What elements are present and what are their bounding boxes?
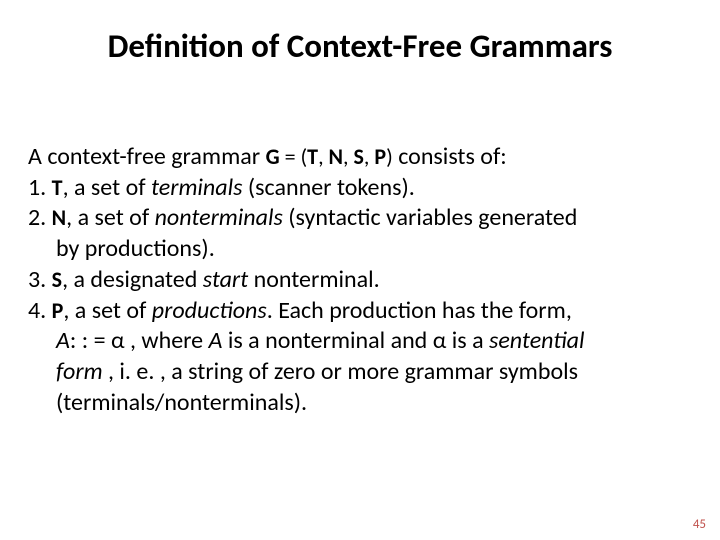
- intro-c2: ,: [343, 143, 353, 170]
- item2-posta: (syntactic variables generated: [283, 203, 578, 232]
- item4-num: 4.: [28, 296, 52, 325]
- item4-l3b: , i. e. , a string of zero or more gramm…: [103, 357, 578, 386]
- page-number: 45: [693, 517, 706, 532]
- item2-term: nonterminals: [155, 203, 283, 232]
- item4-l2d: is a nonterminal and α is a: [222, 326, 489, 355]
- intro-eq: = (: [280, 143, 308, 170]
- item2-postb: by productions).: [56, 234, 215, 263]
- item3-num: 3.: [28, 265, 52, 294]
- slide-body: A context-free grammar G = (T, N, S, P) …: [28, 142, 692, 418]
- intro-line: A context-free grammar G = (T, N, S, P) …: [28, 142, 692, 173]
- item-4-line2: A: : = α , where A is a nonterminal and …: [28, 326, 692, 357]
- item2-num: 2.: [28, 203, 52, 232]
- item4-l2b: : : = α , where: [70, 326, 209, 355]
- intro-c1: ,: [318, 143, 328, 170]
- intro-c3: ,: [364, 143, 374, 170]
- item-4-line3: form , i. e. , a string of zero or more …: [28, 357, 692, 388]
- slide-title: Definition of Context-Free Grammars: [0, 26, 720, 66]
- intro-N: N: [329, 143, 344, 170]
- item1-sym: T: [52, 174, 63, 201]
- item4-l2e: sentential: [489, 326, 584, 355]
- intro-pre: A context-free grammar: [28, 142, 266, 171]
- intro-close: ): [386, 143, 393, 170]
- intro-T: T: [307, 143, 318, 170]
- item3-post: nonterminal.: [248, 265, 380, 294]
- item1-num: 1.: [28, 173, 52, 202]
- item3-mid: , a designated: [62, 265, 203, 294]
- item1-term: terminals: [151, 173, 243, 202]
- item-1: 1. T, a set of terminals (scanner tokens…: [28, 173, 692, 204]
- item1-post: (scanner tokens).: [242, 173, 414, 202]
- item-4-line4: (terminals/nonterminals).: [28, 388, 692, 419]
- item4-mid: , a set of: [63, 296, 151, 325]
- intro-P: P: [374, 143, 386, 170]
- item3-term: start: [203, 265, 248, 294]
- item4-l3a: form: [56, 357, 103, 386]
- item1-mid: , a set of: [63, 173, 151, 202]
- item2-sym: N: [52, 204, 67, 231]
- item4-sym: P: [52, 297, 64, 324]
- item4-posta: . Each production has the form,: [267, 296, 572, 325]
- item-4: 4. P, a set of productions. Each product…: [28, 296, 692, 327]
- slide: Definition of Context-Free Grammars A co…: [0, 0, 720, 540]
- intro-S: S: [354, 143, 364, 170]
- item2-mid: , a set of: [66, 203, 154, 232]
- intro-G: G: [266, 143, 280, 170]
- item4-term: productions: [152, 296, 267, 325]
- item-3: 3. S, a designated start nonterminal.: [28, 265, 692, 296]
- item-2-cont: by productions).: [28, 234, 692, 265]
- intro-post: consists of:: [393, 142, 507, 171]
- item4-l2c: A: [209, 326, 223, 355]
- item-2: 2. N, a set of nonterminals (syntactic v…: [28, 203, 692, 234]
- item3-sym: S: [52, 266, 62, 293]
- item4-l4: (terminals/nonterminals).: [56, 388, 307, 417]
- item4-l2a: A: [56, 326, 70, 355]
